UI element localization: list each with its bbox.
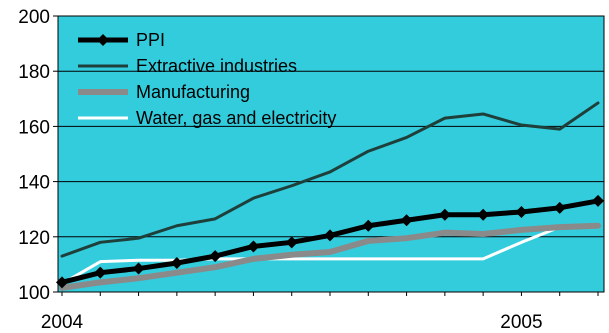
data-point-marker <box>285 236 298 249</box>
axes: 100 120 140 160 180 200 2004 2005 <box>18 7 599 333</box>
legend-label: Extractive industries <box>136 56 297 76</box>
data-point-marker <box>553 201 566 214</box>
y-tick-label: 160 <box>18 117 50 138</box>
legend-label: PPI <box>136 30 165 50</box>
data-point-marker <box>515 205 528 218</box>
y-tick-label: 120 <box>18 228 50 249</box>
legend-label: Water, gas and electricity <box>136 108 336 128</box>
data-point-marker <box>247 240 260 253</box>
data-point-marker <box>592 194 604 207</box>
data-point-marker <box>56 276 68 289</box>
data-point-marker <box>477 208 490 221</box>
data-point-marker <box>170 257 183 270</box>
data-point-marker <box>94 266 107 279</box>
x-tick-label: 2005 <box>500 312 542 333</box>
series-line <box>60 101 600 258</box>
data-point-marker <box>400 214 413 227</box>
y-tick-label: 100 <box>18 283 50 304</box>
y-tick-label: 180 <box>18 62 50 83</box>
data-point-marker <box>209 250 222 263</box>
series-layer <box>56 101 604 291</box>
series-line <box>59 222 601 291</box>
data-point-marker <box>324 229 336 242</box>
x-tick-label: 2004 <box>41 312 84 333</box>
data-point-marker <box>132 262 145 275</box>
legend: PPI Extractive industries Manufacturing Wat… <box>78 30 336 128</box>
y-tick-label: 200 <box>18 7 50 28</box>
legend-marker <box>97 34 109 46</box>
series-line <box>60 224 600 286</box>
data-point-marker <box>362 219 375 232</box>
legend-label: Manufacturing <box>136 82 250 102</box>
data-point-marker <box>438 208 451 221</box>
y-tick-label: 140 <box>18 173 50 194</box>
